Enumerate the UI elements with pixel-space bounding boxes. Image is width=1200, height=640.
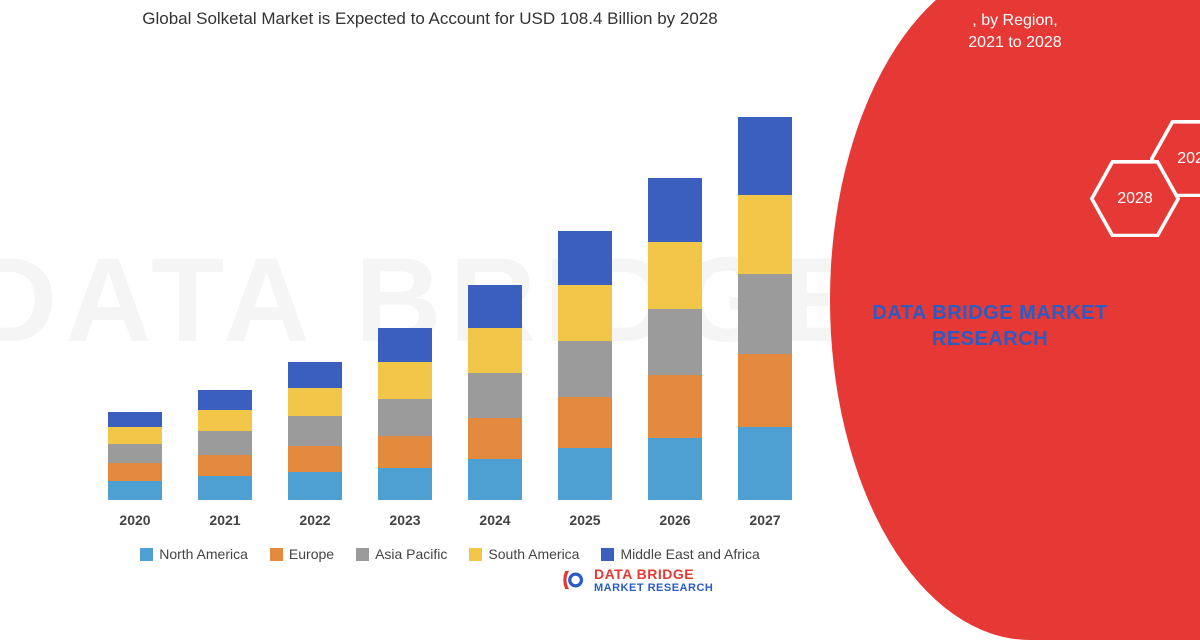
legend-swatch [601,548,614,561]
hexagon-2028: 2028 [1090,160,1180,238]
bar-segment [108,427,162,444]
bar-segment [288,388,342,416]
bar-segment [378,399,432,436]
footer-logo-text-top: DATA BRIDGE [594,566,713,582]
legend-label: South America [488,546,579,562]
bar-segment [378,328,432,362]
bar-segment [288,416,342,446]
x-tick-label: 2020 [108,512,162,528]
bar-column [378,328,432,500]
bar-segment [108,463,162,480]
x-axis-labels: 2020 2021 2022 2023 2024 2025 2026 2027 [90,512,810,528]
bar-segment [378,362,432,399]
side-subtitle-years: 2021 to 2028 [968,34,1061,51]
legend-swatch [469,548,482,561]
bar-segment [558,231,612,285]
bar-segment [108,412,162,427]
bar-column [198,390,252,500]
legend-item: Asia Pacific [356,546,447,562]
chart-title: Global Solketal Market is Expected to Ac… [30,0,830,31]
legend-item: South America [469,546,579,562]
footer-logo-icon [560,567,586,593]
bar-segment [558,448,612,500]
x-tick-label: 2021 [198,512,252,528]
bar-segment [468,373,522,418]
bar-segment [288,362,342,388]
legend-label: Europe [289,546,334,562]
bar-segment [468,328,522,373]
x-tick-label: 2023 [378,512,432,528]
bar-column [648,178,702,500]
bar-group [90,70,810,500]
brand-label: DATA BRIDGE MARKET RESEARCH [860,300,1120,352]
legend-label: Asia Pacific [375,546,447,562]
legend-item: Europe [270,546,334,562]
bar-segment [108,481,162,500]
bar-segment [198,476,252,500]
bar-column [108,412,162,500]
bar-segment [738,354,792,427]
bar-segment [198,455,252,477]
chart-container: Global Solketal Market is Expected to Ac… [30,0,830,600]
x-tick-label: 2024 [468,512,522,528]
bar-column [468,285,522,500]
bar-column [738,117,792,500]
bar-column [558,231,612,500]
brand-line2: RESEARCH [932,328,1048,350]
bar-segment [198,431,252,455]
brand-line1: DATA BRIDGE MARKET [872,302,1107,324]
bar-segment [198,390,252,409]
hexagon-2028-label: 2028 [1117,190,1153,208]
bar-segment [468,459,522,500]
bar-segment [558,285,612,341]
bar-segment [648,242,702,309]
legend-swatch [140,548,153,561]
chart-plot [90,70,810,500]
x-tick-label: 2026 [648,512,702,528]
legend-label: North America [159,546,248,562]
bar-segment [468,418,522,459]
bar-segment [558,397,612,449]
legend-item: Middle East and Africa [601,546,759,562]
legend-swatch [270,548,283,561]
footer-logo-text-bottom: MARKET RESEARCH [594,582,713,594]
x-tick-label: 2027 [738,512,792,528]
bar-segment [738,427,792,500]
chart-legend: North America Europe Asia Pacific South Ame… [90,546,810,562]
bar-segment [738,274,792,354]
legend-item: North America [140,546,248,562]
bar-segment [288,446,342,472]
bar-segment [738,195,792,275]
x-tick-label: 2025 [558,512,612,528]
bar-segment [648,375,702,437]
x-tick-label: 2022 [288,512,342,528]
legend-swatch [356,548,369,561]
bar-segment [648,438,702,500]
footer-logo: DATA BRIDGE MARKET RESEARCH [560,566,713,594]
bar-segment [738,117,792,194]
legend-label: Middle East and Africa [620,546,759,562]
bar-segment [288,472,342,500]
bar-segment [198,410,252,432]
side-subtitle-prefix: , by Region, [972,12,1057,29]
bar-segment [558,341,612,397]
bar-segment [108,444,162,463]
bar-segment [468,285,522,328]
bar-column [288,362,342,500]
side-subtitle: , by Region, 2021 to 2028 [860,10,1170,55]
bar-segment [378,436,432,468]
bar-segment [648,178,702,243]
hexagon-2021-label: 2021 [1177,150,1200,168]
bar-segment [648,309,702,376]
bar-segment [378,468,432,500]
